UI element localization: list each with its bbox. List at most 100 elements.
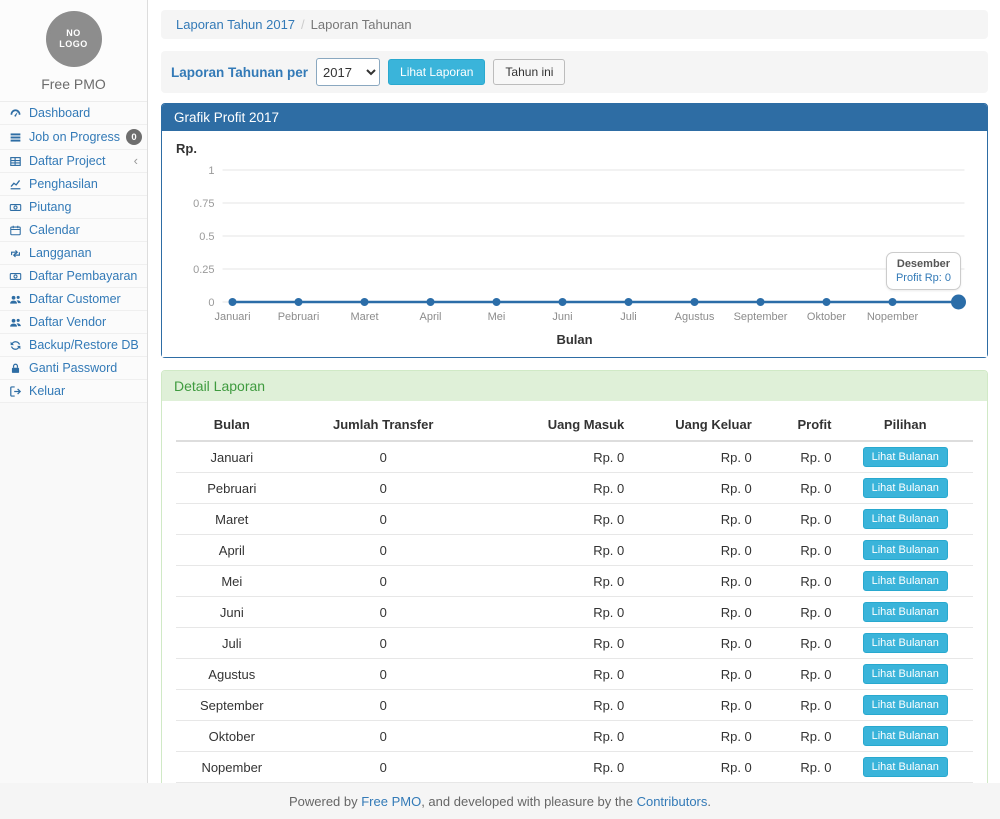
profit-line-chart[interactable]: 00.250.50.751JanuariPebruariMaretAprilMe… [174,156,975,328]
dashboard-icon [9,107,23,120]
view-monthly-button-januari[interactable]: Lihat Bulanan [863,447,948,467]
no-logo-placeholder: NO LOGO [46,11,102,67]
sidebar-item-label: Daftar Pembayaran [29,269,137,283]
year-select[interactable]: 2017 [316,58,380,86]
chart-point-desember[interactable] [951,295,966,310]
sidebar: NO LOGO Free PMO DashboardJob on Progres… [0,0,148,783]
calendar-icon [9,224,23,237]
value-cell: Rp. 0 [630,721,758,752]
footer-link-contributors[interactable]: Contributors [637,794,708,809]
footer-link-free-pmo[interactable]: Free PMO [361,794,421,809]
view-report-button[interactable]: Lihat Laporan [388,59,485,85]
value-cell: Rp. 0 [758,721,838,752]
value-cell: 0 [288,535,479,566]
column-header-0: Bulan [176,409,288,441]
sidebar-item-daftar-project[interactable]: Daftar Project‹ [0,150,147,173]
x-tick-label: Pebruari [278,311,320,323]
main-content: Laporan Tahun 2017 / Laporan Tahunan Lapor… [149,0,1000,783]
table-row-nopember: Nopember0Rp. 0Rp. 0Rp. 0Lihat Bulanan [176,752,973,783]
money-icon [9,270,23,283]
value-cell: Rp. 0 [758,690,838,721]
breadcrumb-current: Laporan Tahunan [311,17,412,32]
value-cell: Rp. 0 [479,659,630,690]
value-cell: 0 [288,690,479,721]
value-cell: Rp. 0 [479,752,630,783]
value-cell: Rp. 0 [479,628,630,659]
month-cell: Nopember [176,752,288,783]
column-header-5: Pilihan [837,409,973,441]
chart-point-september[interactable] [757,298,765,306]
month-cell: Oktober [176,721,288,752]
chart-point-april[interactable] [427,298,435,306]
value-cell: Rp. 0 [758,504,838,535]
view-monthly-button-maret[interactable]: Lihat Bulanan [863,509,948,529]
logo-text-line1: NO [66,28,81,39]
breadcrumb: Laporan Tahun 2017 / Laporan Tahunan [161,10,988,39]
month-cell: September [176,690,288,721]
users-icon [9,316,23,329]
profit-chart-panel: Grafik Profit 2017 Rp. 00.250.50.751Janu… [161,103,988,358]
sidebar-item-job-on-progress[interactable]: Job on Progress0 [0,125,147,150]
sidebar-item-ganti-password[interactable]: Ganti Password [0,357,147,380]
view-monthly-button-agustus[interactable]: Lihat Bulanan [863,664,948,684]
chart-y-axis-label: Rp. [176,141,975,156]
chart-point-mei[interactable] [493,298,501,306]
value-cell: Rp. 0 [630,597,758,628]
value-cell: Rp. 0 [630,752,758,783]
report-filter-bar: Laporan Tahunan per 2017 Lihat Laporan T… [161,51,988,93]
view-monthly-button-september[interactable]: Lihat Bulanan [863,695,948,715]
count-badge: 0 [126,129,142,145]
sidebar-item-label: Daftar Customer [29,292,121,306]
sidebar-item-penghasilan[interactable]: Penghasilan [0,173,147,196]
view-monthly-button-juli[interactable]: Lihat Bulanan [863,633,948,653]
sidebar-item-langganan[interactable]: Langganan [0,242,147,265]
y-tick-label: 0 [208,297,214,309]
chart-point-nopember[interactable] [889,298,897,306]
sidebar-item-daftar-pembayaran[interactable]: Daftar Pembayaran [0,265,147,288]
chart-point-oktober[interactable] [823,298,831,306]
value-cell: Rp. 0 [758,441,838,473]
sidebar-item-label: Piutang [29,200,71,214]
view-monthly-button-pebruari[interactable]: Lihat Bulanan [863,478,948,498]
tooltip-month: Desember [896,258,951,270]
sidebar-item-keluar[interactable]: Keluar [0,380,147,403]
sidebar-item-calendar[interactable]: Calendar [0,219,147,242]
month-cell: Juni [176,597,288,628]
view-monthly-button-juni[interactable]: Lihat Bulanan [863,602,948,622]
sidebar-item-dashboard[interactable]: Dashboard [0,102,147,125]
chart-point-juni[interactable] [559,298,567,306]
y-tick-label: 0.25 [193,264,214,276]
sidebar-item-label: Daftar Vendor [29,315,106,329]
chart-point-januari[interactable] [229,298,237,306]
view-monthly-button-oktober[interactable]: Lihat Bulanan [863,726,948,746]
value-cell: 0 [288,752,479,783]
value-cell: Rp. 0 [758,535,838,566]
chart-tooltip: Desember Profit Rp: 0 [886,252,961,290]
chart-canvas[interactable]: 00.250.50.751JanuariPebruariMaretAprilMe… [174,156,975,331]
current-year-button[interactable]: Tahun ini [493,59,565,85]
sidebar-item-label: Backup/Restore DB [29,338,139,352]
value-cell: Rp. 0 [479,441,630,473]
view-monthly-button-nopember[interactable]: Lihat Bulanan [863,757,948,777]
chart-x-axis-label: Bulan [174,332,975,347]
breadcrumb-separator: / [301,17,305,32]
chart-point-maret[interactable] [361,298,369,306]
chart-point-agustus[interactable] [691,298,699,306]
value-cell: 0 [288,659,479,690]
sidebar-item-daftar-vendor[interactable]: Daftar Vendor [0,311,147,334]
view-monthly-button-april[interactable]: Lihat Bulanan [863,540,948,560]
chart-point-pebruari[interactable] [295,298,303,306]
sidebar-item-piutang[interactable]: Piutang [0,196,147,219]
chart-point-juli[interactable] [625,298,633,306]
sidebar-item-backup-restore-db[interactable]: Backup/Restore DB [0,334,147,357]
value-cell: Rp. 0 [479,566,630,597]
lock-icon [9,362,23,375]
value-cell: 0 [288,441,479,473]
value-cell: Rp. 0 [479,690,630,721]
value-cell: Rp. 0 [758,473,838,504]
view-monthly-button-mei[interactable]: Lihat Bulanan [863,571,948,591]
value-cell: 0 [288,721,479,752]
sidebar-item-label: Daftar Project [29,154,105,168]
breadcrumb-link-laporan-tahun[interactable]: Laporan Tahun 2017 [176,17,295,32]
sidebar-item-daftar-customer[interactable]: Daftar Customer [0,288,147,311]
